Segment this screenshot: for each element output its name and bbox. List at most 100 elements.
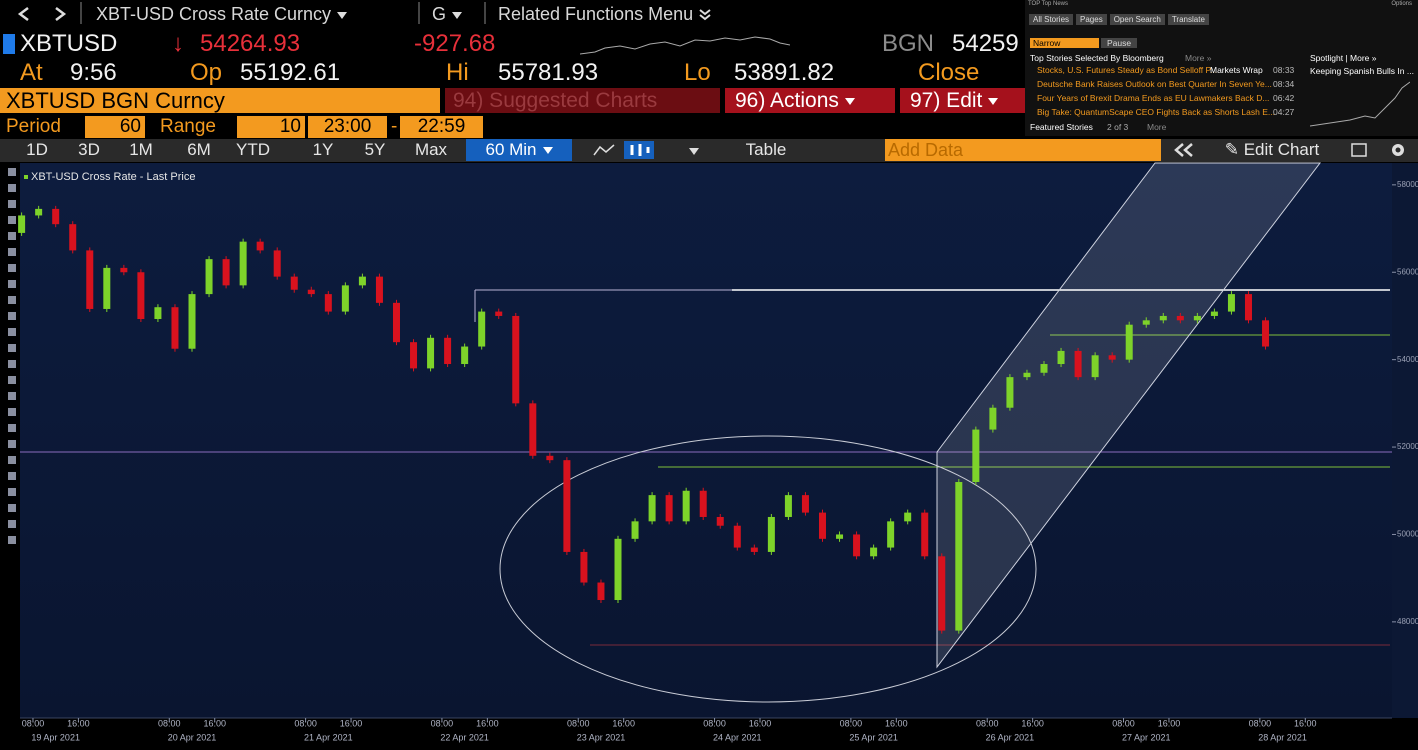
headline-time: 08:33 — [1273, 65, 1295, 75]
x-tick-label: 08:00 — [431, 718, 454, 728]
candle-body — [273, 250, 281, 277]
news-tab[interactable]: Translate — [1167, 14, 1209, 25]
news-tab[interactable]: Open Search — [1109, 14, 1165, 25]
separator — [418, 2, 420, 24]
range-button[interactable]: 6M — [187, 140, 211, 159]
narrow-field[interactable]: Narrow — [1030, 38, 1099, 48]
period-label: Period — [6, 116, 61, 137]
candle-body — [290, 276, 298, 290]
trend-channel — [936, 162, 1322, 669]
news-tab[interactable]: All Stories — [1029, 14, 1074, 25]
candle-body — [307, 289, 315, 295]
x-tick-label: 16:00 — [885, 718, 908, 728]
candle-body — [35, 208, 43, 216]
range-button[interactable]: 1D — [26, 140, 48, 159]
x-date-label: 27 Apr 2021 — [1122, 732, 1171, 742]
x-date-label: 22 Apr 2021 — [440, 732, 489, 742]
news-title: TOP Top News — [1028, 1, 1069, 7]
time: 9:56 — [70, 59, 117, 86]
headline[interactable]: Big Take: QuantumScape CEO Fights Back a… — [1037, 107, 1275, 117]
suggested-charts[interactable]: 94) Suggested Charts — [445, 88, 720, 113]
candle-body — [1193, 315, 1201, 321]
x-date-label: 28 Apr 2021 — [1258, 732, 1307, 742]
news-tabs: All Stories Pages Open Search Translate — [1029, 14, 1212, 25]
collapse-icon[interactable] — [1173, 143, 1195, 157]
candle-body — [188, 294, 196, 349]
x-date-label: 20 Apr 2021 — [168, 732, 217, 742]
time-start-field[interactable]: 23:00 — [308, 116, 387, 138]
candle-body — [836, 534, 844, 539]
range-button[interactable]: 1M — [129, 140, 153, 159]
range-field[interactable]: 10 — [237, 116, 305, 138]
chevron-icon — [699, 9, 711, 21]
candle-body — [631, 521, 639, 539]
candle-body — [461, 346, 469, 365]
range-button[interactable]: 1Y — [312, 140, 334, 159]
range-button[interactable]: Max — [414, 140, 448, 159]
candle-body — [222, 259, 230, 286]
x-tick-label: 16:00 — [1158, 718, 1181, 728]
featured-page[interactable]: 2 of 3 — [1107, 122, 1129, 132]
y-tick-label: 58000 — [1397, 180, 1418, 189]
headline[interactable]: Four Years of Brexit Drama Ends as EU La… — [1037, 93, 1270, 103]
dropdown[interactable] — [689, 148, 699, 155]
spotlight-story[interactable]: Keeping Spanish Bulls In ... — [1310, 66, 1414, 76]
nav-arrows[interactable] — [14, 6, 74, 22]
chart-type-icons[interactable] — [588, 141, 668, 159]
candle-body — [665, 495, 673, 522]
last-price: 54264.93 — [200, 30, 301, 57]
x-tick-label: 08:00 — [840, 718, 863, 728]
time-end-field[interactable]: 22:59 — [400, 116, 483, 138]
candles — [18, 205, 1270, 634]
spotlight-label[interactable]: Spotlight | More » — [1310, 53, 1377, 63]
candle-body — [427, 337, 435, 369]
x-tick-label: 16:00 — [67, 718, 90, 728]
candle-body — [1023, 372, 1031, 378]
range-label: Range — [160, 116, 216, 137]
left-tools[interactable] — [8, 168, 16, 544]
open-label: Op — [190, 59, 223, 86]
related-menu[interactable]: Related Functions Menu — [498, 4, 712, 25]
security-menu[interactable]: XBT-USD Cross Rate Curncy — [96, 4, 348, 25]
low-label: Lo — [684, 59, 711, 86]
frequency-text: 60 Min — [485, 140, 537, 159]
group-menu[interactable]: G — [432, 4, 463, 25]
security-text: XBT-USD Cross Rate Curncy — [96, 4, 332, 24]
headline[interactable]: Stocks, U.S. Futures Steady as Bond Sell… — [1037, 65, 1218, 75]
featured-more[interactable]: More — [1147, 122, 1167, 132]
ticker-marker — [3, 34, 15, 54]
range-button[interactable]: 5Y — [364, 140, 386, 159]
actions-button[interactable]: 96) Actions — [725, 88, 895, 113]
add-data-field[interactable]: Add Data — [885, 139, 1161, 161]
x-tick-label: 16:00 — [340, 718, 363, 728]
table-button[interactable]: Table — [745, 140, 787, 159]
x-tick-label: 08:00 — [703, 718, 726, 728]
headline-time: 06:42 — [1273, 93, 1295, 103]
range-button[interactable]: YTD — [236, 140, 270, 159]
candle-body — [52, 208, 60, 225]
candle-body — [1006, 377, 1014, 408]
edit-chart-button[interactable]: ✎ Edit Chart — [1224, 140, 1320, 159]
news-options[interactable]: Options — [1391, 1, 1412, 7]
source-price: 54259 — [952, 30, 1019, 57]
frequency-button[interactable]: 60 Min — [466, 139, 572, 161]
tool-icons[interactable] — [1350, 141, 1414, 159]
candle-body — [904, 512, 912, 522]
x-tick-label: 16:00 — [1021, 718, 1044, 728]
period-field[interactable]: 60 — [85, 116, 145, 138]
pause-button[interactable]: Pause — [1101, 38, 1138, 48]
x-tick-label: 08:00 — [294, 718, 317, 728]
y-tick-label: 48000 — [1397, 617, 1418, 626]
news-more[interactable]: More » — [1185, 53, 1212, 63]
candle-body — [154, 307, 162, 320]
candle-body — [120, 267, 128, 273]
candle-body — [699, 490, 707, 517]
related-text: Related Functions Menu — [498, 4, 694, 24]
range-button[interactable]: 3D — [78, 140, 100, 159]
news-tab[interactable]: Pages — [1076, 14, 1107, 25]
headline[interactable]: Deutsche Bank Raises Outlook on Best Qua… — [1037, 79, 1272, 89]
x-date-label: 21 Apr 2021 — [304, 732, 353, 742]
candle-body — [546, 455, 554, 461]
edit-button[interactable]: 97) Edit — [900, 88, 1025, 113]
